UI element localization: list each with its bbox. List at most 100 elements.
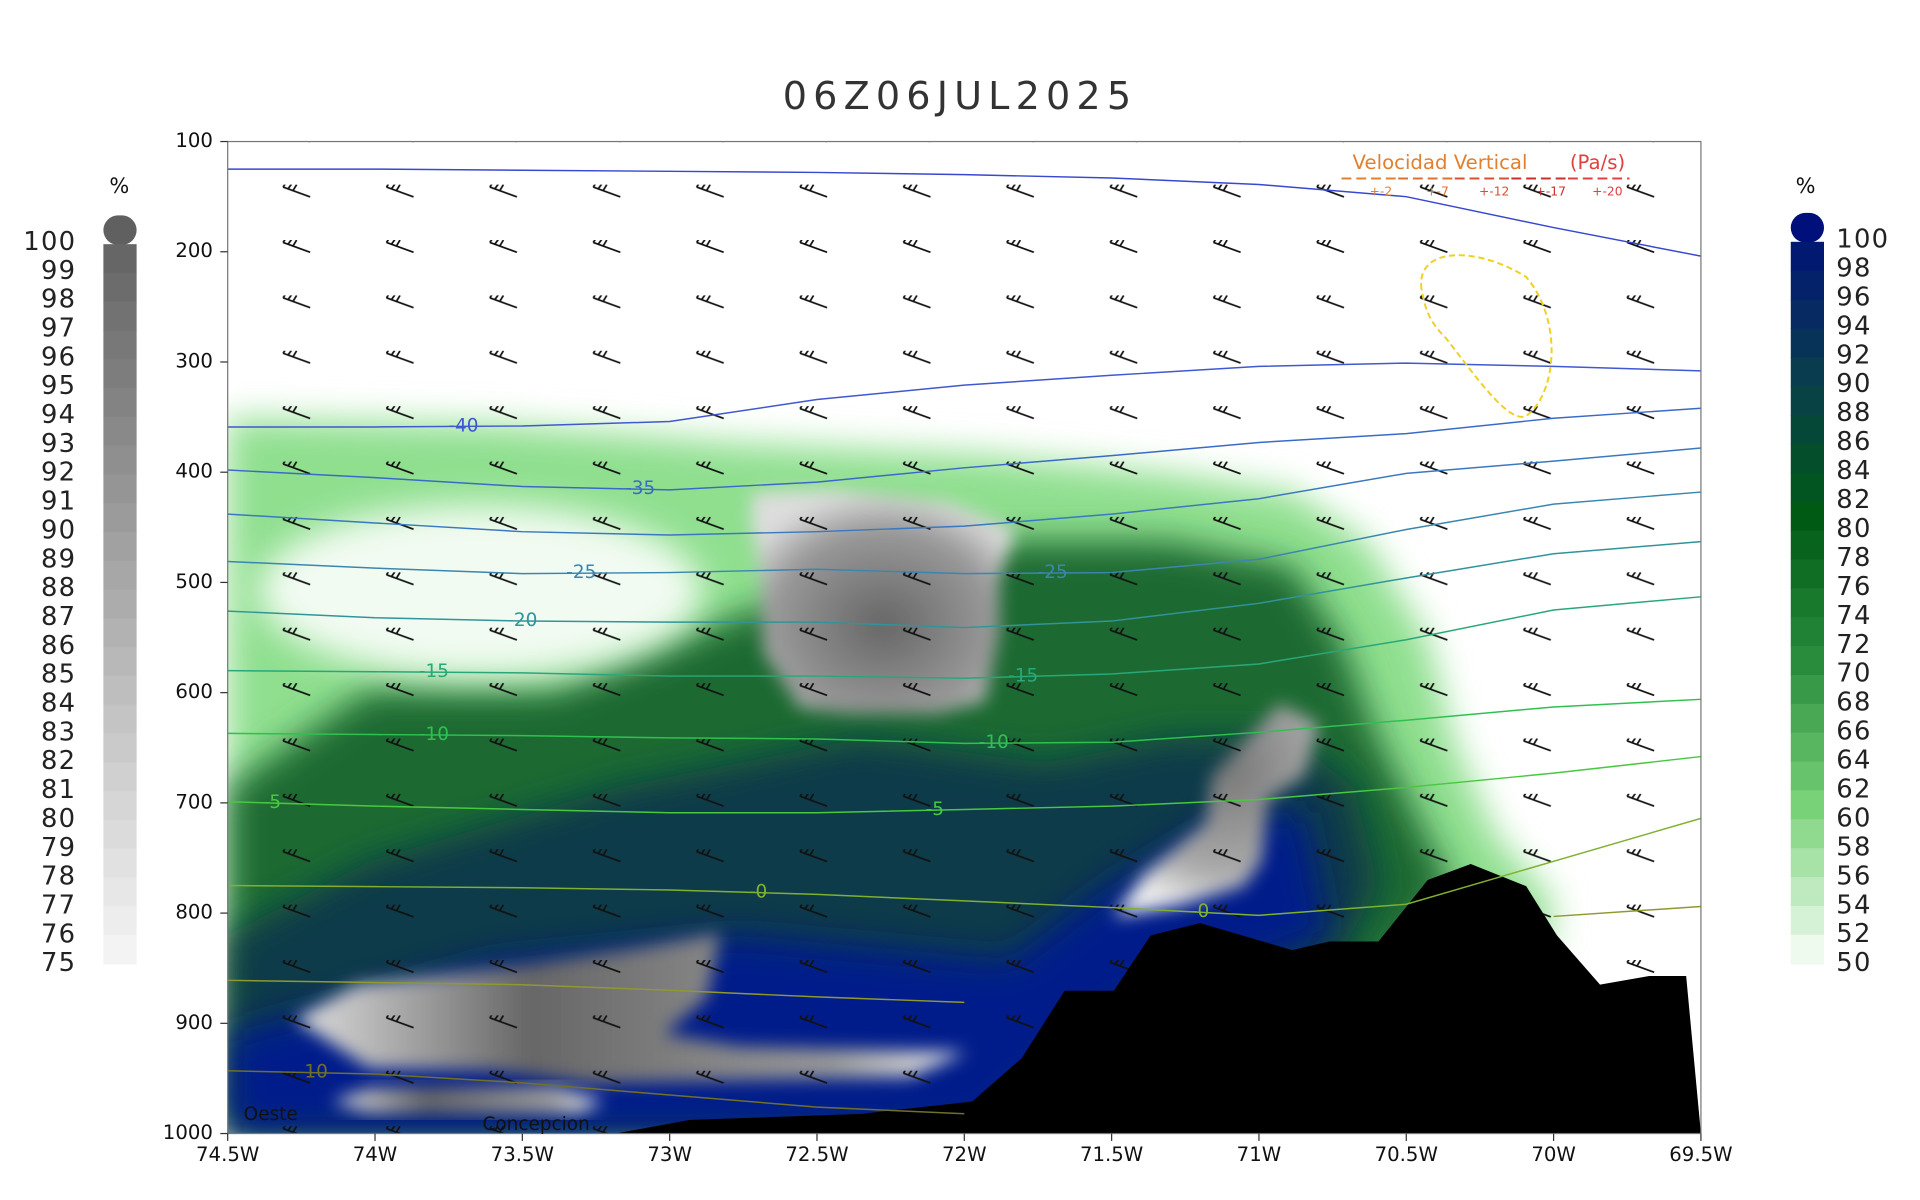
colorbar-cell	[1790, 934, 1824, 965]
colorbar-cell	[103, 819, 137, 850]
vertical-velocity-contour	[1420, 254, 1553, 418]
colorbar-cell	[1790, 646, 1824, 676]
isotherm	[227, 407, 1701, 491]
colorbar-label: 54	[1836, 890, 1871, 920]
colorbar-cell	[103, 762, 137, 792]
colorbar-label: 99	[41, 256, 76, 286]
colorbars: 1009998979695949392919089888786858483828…	[23, 212, 1889, 978]
colorbar-cell	[103, 848, 137, 879]
colorbar-cell	[103, 301, 137, 332]
colorbar-label: 96	[1836, 282, 1871, 312]
colorbar-label: 90	[41, 515, 76, 545]
colorbar-label: 86	[1836, 427, 1871, 457]
legend-label: +-12	[1479, 184, 1509, 198]
isotherm-label: -35	[625, 478, 655, 499]
colorbar-label: 98	[41, 285, 76, 315]
colorbar-label: 94	[1836, 311, 1871, 341]
isotherm	[227, 1070, 965, 1115]
x-tick-label: 71W	[1237, 1143, 1282, 1166]
colorbar-label: 64	[1836, 746, 1871, 776]
colorbar-cell	[103, 272, 137, 303]
isotherm-label: -5	[263, 792, 281, 813]
isotherm	[227, 540, 1701, 629]
colorbar-cell	[103, 791, 137, 821]
colorbar-cell	[103, 675, 137, 706]
colorbar-label: 82	[41, 746, 76, 776]
colorbar-label: 70	[1836, 659, 1871, 689]
isotherm	[227, 596, 1701, 680]
colorbar-cell	[1790, 588, 1824, 618]
colorbar-label: 58	[1836, 832, 1871, 862]
isotherm	[227, 447, 1701, 536]
colorbar-label: 94	[41, 400, 76, 430]
isotherm-label: -25	[1038, 562, 1068, 583]
colorbar-label: 79	[41, 833, 76, 863]
colorbar-label: 92	[1836, 340, 1871, 370]
x-tick-label: 74W	[353, 1143, 398, 1166]
isotherm-label: -0	[1191, 901, 1209, 922]
colorbar-cell	[1790, 905, 1824, 936]
colorbar-cell	[1790, 328, 1824, 359]
colorbar-label: 80	[1836, 514, 1871, 544]
y-tick-label: 1000	[163, 1121, 213, 1144]
isotherm-label: -10	[419, 724, 449, 745]
colorbar-label: 56	[1836, 861, 1871, 891]
colorbar-label: 84	[41, 689, 76, 719]
colorbar-label: 77	[41, 890, 76, 920]
colorbar-label: 83	[41, 717, 76, 747]
colorbar-cell	[103, 560, 137, 591]
colorbar-cell	[103, 877, 137, 907]
colorbar-label: 74	[1836, 601, 1871, 631]
colorbar-cell	[1790, 299, 1824, 330]
colorbar-label: 88	[41, 573, 76, 603]
colorbar-label: 88	[1836, 398, 1871, 428]
colorbar-cell	[1790, 703, 1824, 734]
colorbar-cell	[103, 359, 137, 389]
colorbar-cell	[1790, 790, 1824, 821]
colorbar-label: 50	[1836, 948, 1871, 978]
colorbar-label: 87	[41, 602, 76, 632]
isotherm	[227, 491, 1701, 575]
y-tick-label: 900	[175, 1011, 213, 1034]
colorbar-cell	[1790, 761, 1824, 792]
legend-label: +-2	[1370, 184, 1393, 198]
colorbar-cell	[1790, 877, 1824, 907]
colorbar-label: 81	[41, 775, 76, 805]
colorbar-label: 100	[1836, 225, 1889, 255]
colorbar-label: 72	[1836, 630, 1871, 660]
terrain	[615, 864, 1701, 1134]
colorbar-cell	[103, 647, 137, 677]
isotherm-label: -10	[979, 732, 1009, 753]
colorbar-label: 75	[41, 948, 76, 978]
legend-label: +-17	[1536, 184, 1566, 198]
isotherm-label: -40	[448, 415, 478, 436]
colorbar-label: 66	[1836, 717, 1871, 747]
colorbar-cell	[103, 733, 137, 763]
colorbar-label: 78	[1836, 543, 1871, 573]
colorbar-label: 92	[41, 458, 76, 488]
x-tick-label: 73W	[647, 1143, 692, 1166]
y-tick-label: 600	[175, 680, 213, 703]
isotherm	[227, 168, 1701, 257]
colorbar-cell	[103, 445, 137, 476]
humidity-shading	[227, 141, 1701, 1134]
colorbar-label: 93	[41, 429, 76, 459]
colorbar-cell	[103, 474, 137, 504]
isotherm-label: -20	[507, 610, 537, 631]
colorbar-cell	[1790, 386, 1824, 416]
isotherms: -40 -35 -25 -25 -20 -15 -15 -10 -10 -5 -5 -0 -0 10	[227, 168, 1701, 1115]
colorbar-cell	[103, 589, 137, 620]
colorbar-label: 91	[41, 487, 76, 517]
x-tick-label: 70.5W	[1375, 1143, 1438, 1166]
y-tick-label: 700	[175, 790, 213, 813]
colorbar-cell	[1790, 848, 1824, 878]
y-tick-label: 400	[175, 460, 213, 483]
colorbar-cell	[1790, 732, 1824, 763]
x-tick-label: 73.5W	[491, 1143, 554, 1166]
x-tick-label: 74.5W	[196, 1143, 259, 1166]
isotherm-label: -25	[566, 562, 596, 583]
colorbar-label: 95	[41, 371, 76, 401]
colorbar-label: 76	[1836, 572, 1871, 602]
legend: +-2 +-7 +-12 +-17 +-20	[1341, 177, 1630, 198]
